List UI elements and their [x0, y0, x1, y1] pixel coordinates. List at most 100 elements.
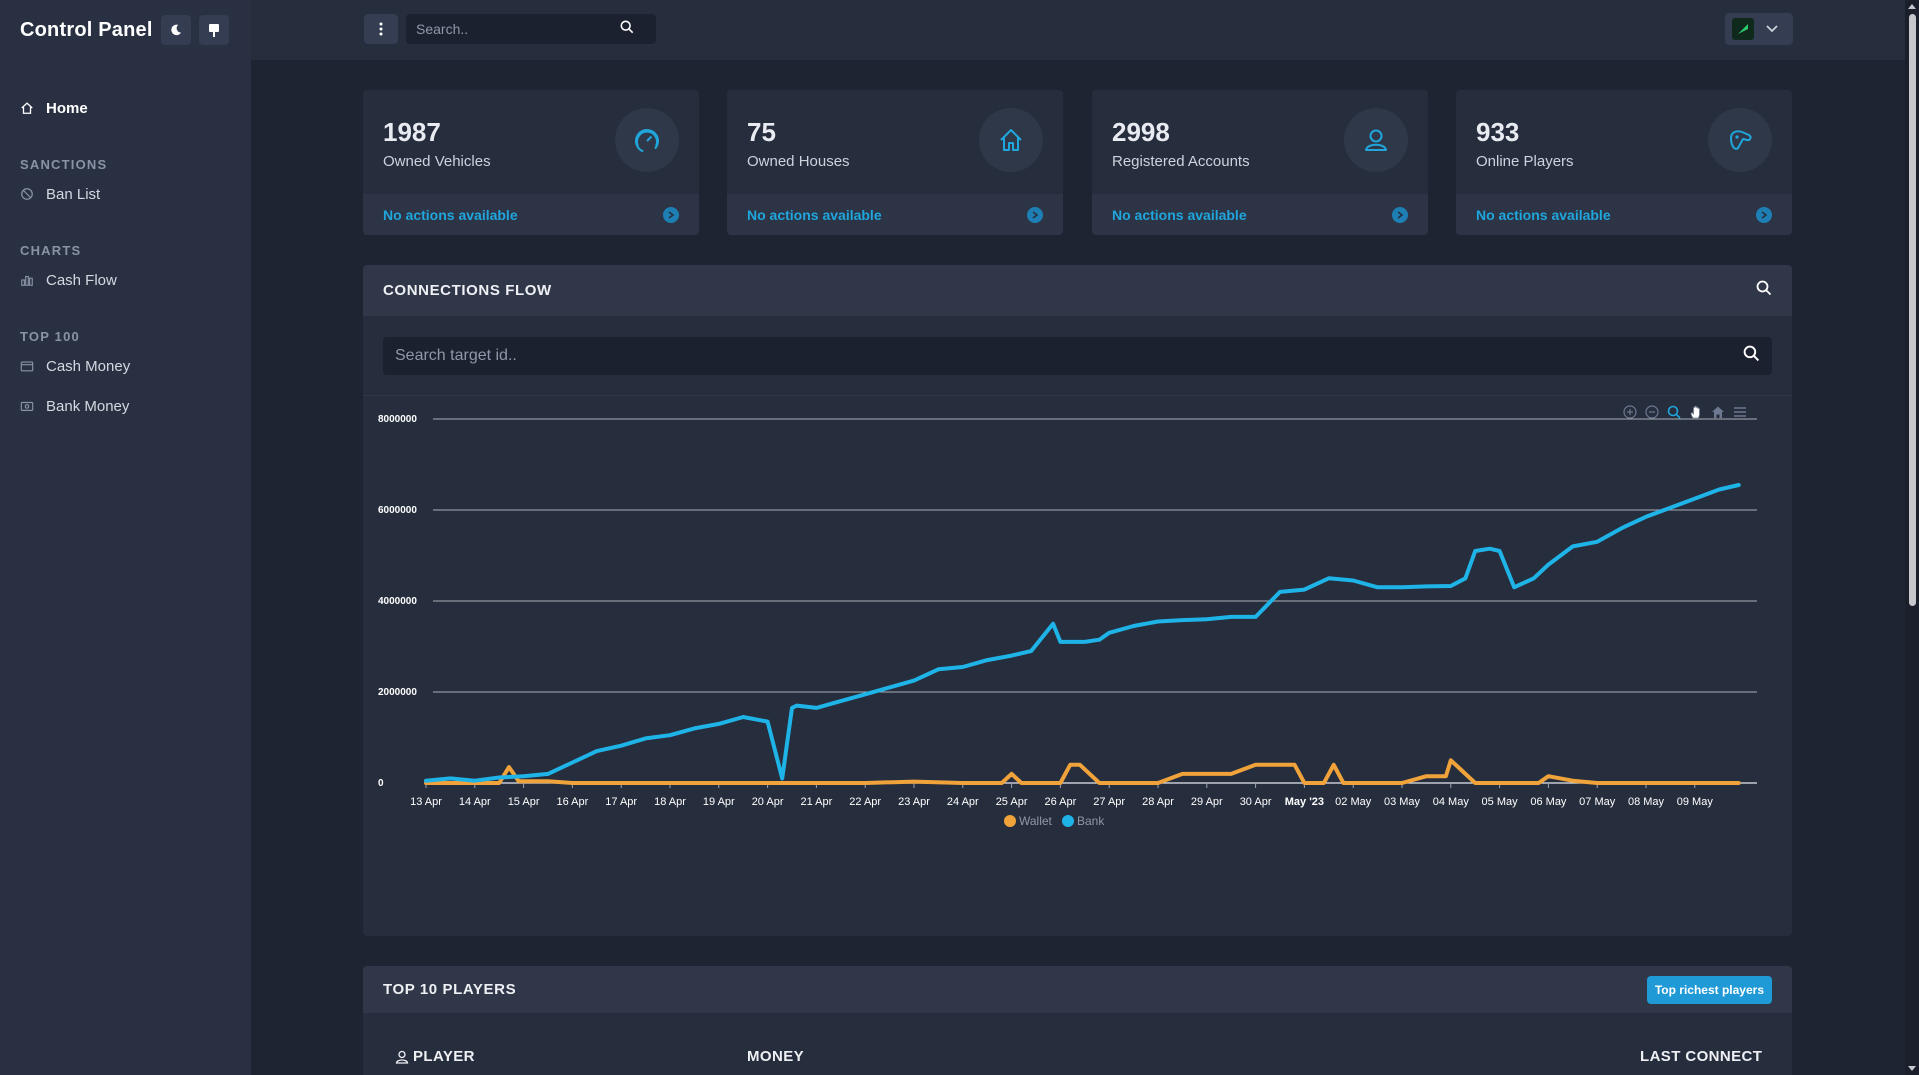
- column-header-player[interactable]: PLAYER: [395, 1048, 475, 1065]
- search-icon[interactable]: [1743, 345, 1760, 367]
- x-tick-label: 26 Apr: [1044, 796, 1076, 808]
- gamepad-icon: [1708, 108, 1772, 172]
- search-input[interactable]: [406, 21, 616, 37]
- menu-button[interactable]: [364, 14, 398, 44]
- sidebar-item-bank-money[interactable]: Bank Money: [0, 386, 251, 426]
- zoom-out-icon[interactable]: [1644, 404, 1660, 420]
- x-tick-label: 13 Apr: [410, 796, 442, 808]
- target-id-input[interactable]: [395, 347, 1695, 365]
- x-tick-label: 04 May: [1433, 796, 1470, 808]
- connections-chart: 0 2000000 4000000 6000000 8000000 13 Apr 14 Ap…: [363, 395, 1792, 935]
- x-tick-label: May '23: [1285, 796, 1324, 808]
- chart-toolbar: [1622, 404, 1748, 420]
- arrow-right-icon[interactable]: [663, 206, 679, 223]
- x-tick-label: 28 Apr: [1142, 796, 1174, 808]
- user-icon: [1344, 108, 1408, 172]
- sidebar-section-sanctions: SANCTIONS: [20, 157, 108, 172]
- sidebar: Control Panel Home SANCTIONS Ban List CH…: [0, 0, 251, 1075]
- sidebar-item-label: Bank Money: [46, 397, 130, 415]
- x-tick-label: 07 May: [1579, 796, 1616, 808]
- sidebar-section-charts: CHARTS: [20, 243, 82, 258]
- x-tick-label: 27 Apr: [1093, 796, 1125, 808]
- card-action-link[interactable]: No actions available: [383, 206, 518, 223]
- search-icon[interactable]: [1756, 280, 1772, 301]
- series-line-bank: [424, 483, 1741, 783]
- search-icon[interactable]: [620, 20, 634, 39]
- scroll-up-arrow[interactable]: [1908, 4, 1916, 9]
- sidebar-item-ban-list[interactable]: Ban List: [0, 174, 251, 214]
- pin-icon: [208, 24, 219, 37]
- reset-home-icon[interactable]: [1710, 404, 1726, 420]
- sidebar-item-cash-flow[interactable]: Cash Flow: [0, 260, 251, 300]
- sidebar-header: Control Panel: [0, 0, 251, 60]
- panel-title: CONNECTIONS FLOW: [383, 282, 552, 299]
- stat-card-registered-accounts: 2998 Registered Accounts No actions avai…: [1092, 90, 1428, 235]
- x-tick-label: 18 Apr: [654, 796, 686, 808]
- column-header-last-connect[interactable]: LAST CONNECT: [1640, 1048, 1762, 1065]
- y-tick-label: 2000000: [378, 687, 417, 698]
- selection-zoom-icon[interactable]: [1666, 404, 1682, 420]
- hamburger-menu-icon[interactable]: [1732, 404, 1748, 420]
- zoom-in-icon[interactable]: [1622, 404, 1638, 420]
- column-header-money[interactable]: MONEY: [747, 1048, 804, 1065]
- y-tick-label: 8000000: [378, 414, 417, 425]
- user-icon: [395, 1050, 409, 1064]
- y-tick-label: 4000000: [378, 596, 417, 607]
- x-tick-label: 20 Apr: [752, 796, 784, 808]
- card-action-link[interactable]: No actions available: [1112, 206, 1247, 223]
- sidebar-item-label: Cash Money: [46, 357, 131, 375]
- x-tick-label: 22 Apr: [849, 796, 881, 808]
- stat-value: 1987: [383, 117, 441, 147]
- sidebar-nav: Home SANCTIONS Ban List CHARTS Cash Flow…: [0, 60, 251, 426]
- sidebar-item-label: Cash Flow: [46, 271, 117, 289]
- legend-marker-wallet: [1004, 815, 1016, 827]
- app-title: Control Panel: [20, 18, 153, 41]
- stat-card-owned-vehicles: 1987 Owned Vehicles No actions available: [363, 90, 699, 235]
- stat-value: 2998: [1112, 117, 1170, 147]
- stat-label: Online Players: [1476, 153, 1574, 170]
- stat-value: 933: [1476, 117, 1520, 147]
- sidebar-item-cash-money[interactable]: Cash Money: [0, 346, 251, 386]
- y-tick-label: 6000000: [378, 505, 417, 516]
- series-line-wallet: [424, 758, 1741, 785]
- x-tick-label: 08 May: [1628, 796, 1665, 808]
- wallet-icon: [20, 361, 34, 372]
- top-richest-players-button[interactable]: Top richest players: [1646, 975, 1772, 1004]
- column-header-label: PLAYER: [413, 1048, 475, 1065]
- panel-title: TOP 10 PLAYERS: [383, 981, 517, 998]
- x-tick-label: 23 Apr: [898, 796, 930, 808]
- pan-hand-icon[interactable]: [1688, 404, 1704, 420]
- stat-card-online-players: 933 Online Players No actions available: [1456, 90, 1792, 235]
- chevron-down-icon: [1766, 25, 1778, 33]
- card-action-link[interactable]: No actions available: [747, 206, 882, 223]
- sidebar-item-home[interactable]: Home: [0, 88, 251, 128]
- theme-toggle-button[interactable]: [160, 15, 191, 45]
- stat-label: Registered Accounts: [1112, 153, 1250, 170]
- sidebar-section-top-100: TOP 100: [20, 329, 80, 344]
- x-tick-label: 02 May: [1335, 796, 1372, 808]
- user-menu[interactable]: [1725, 13, 1793, 45]
- stat-value: 75: [747, 117, 776, 147]
- line-chart: 0 2000000 4000000 6000000 8000000 13 Apr 14 Ap…: [378, 414, 1757, 828]
- moon-icon: [170, 24, 181, 36]
- target-search: [383, 337, 1772, 375]
- sidebar-item-label: Home: [46, 99, 88, 117]
- scroll-down-arrow[interactable]: [1908, 1066, 1916, 1071]
- pin-sidebar-button[interactable]: [198, 15, 229, 45]
- kebab-menu-icon: [379, 22, 383, 36]
- page-scrollbar[interactable]: [1905, 0, 1919, 1075]
- scroll-thumb[interactable]: [1909, 14, 1916, 606]
- y-tick-label: 0: [378, 778, 384, 789]
- arrow-right-icon[interactable]: [1392, 206, 1408, 223]
- connections-flow-panel: CONNECTIONS FLOW 0 2000000 4000000 6000000 8…: [363, 265, 1792, 936]
- arrow-right-icon[interactable]: [1027, 206, 1043, 223]
- card-action-link[interactable]: No actions available: [1476, 206, 1611, 223]
- sidebar-item-label: Ban List: [46, 185, 101, 203]
- stat-card-owned-houses: 75 Owned Houses No actions available: [727, 90, 1063, 235]
- x-tick-label: 30 Apr: [1240, 796, 1272, 808]
- legend-marker-bank: [1062, 815, 1074, 827]
- arrow-right-icon[interactable]: [1756, 206, 1772, 223]
- x-tick-label: 21 Apr: [800, 796, 832, 808]
- x-tick-label: 24 Apr: [947, 796, 979, 808]
- x-tick-label: 05 May: [1482, 796, 1519, 808]
